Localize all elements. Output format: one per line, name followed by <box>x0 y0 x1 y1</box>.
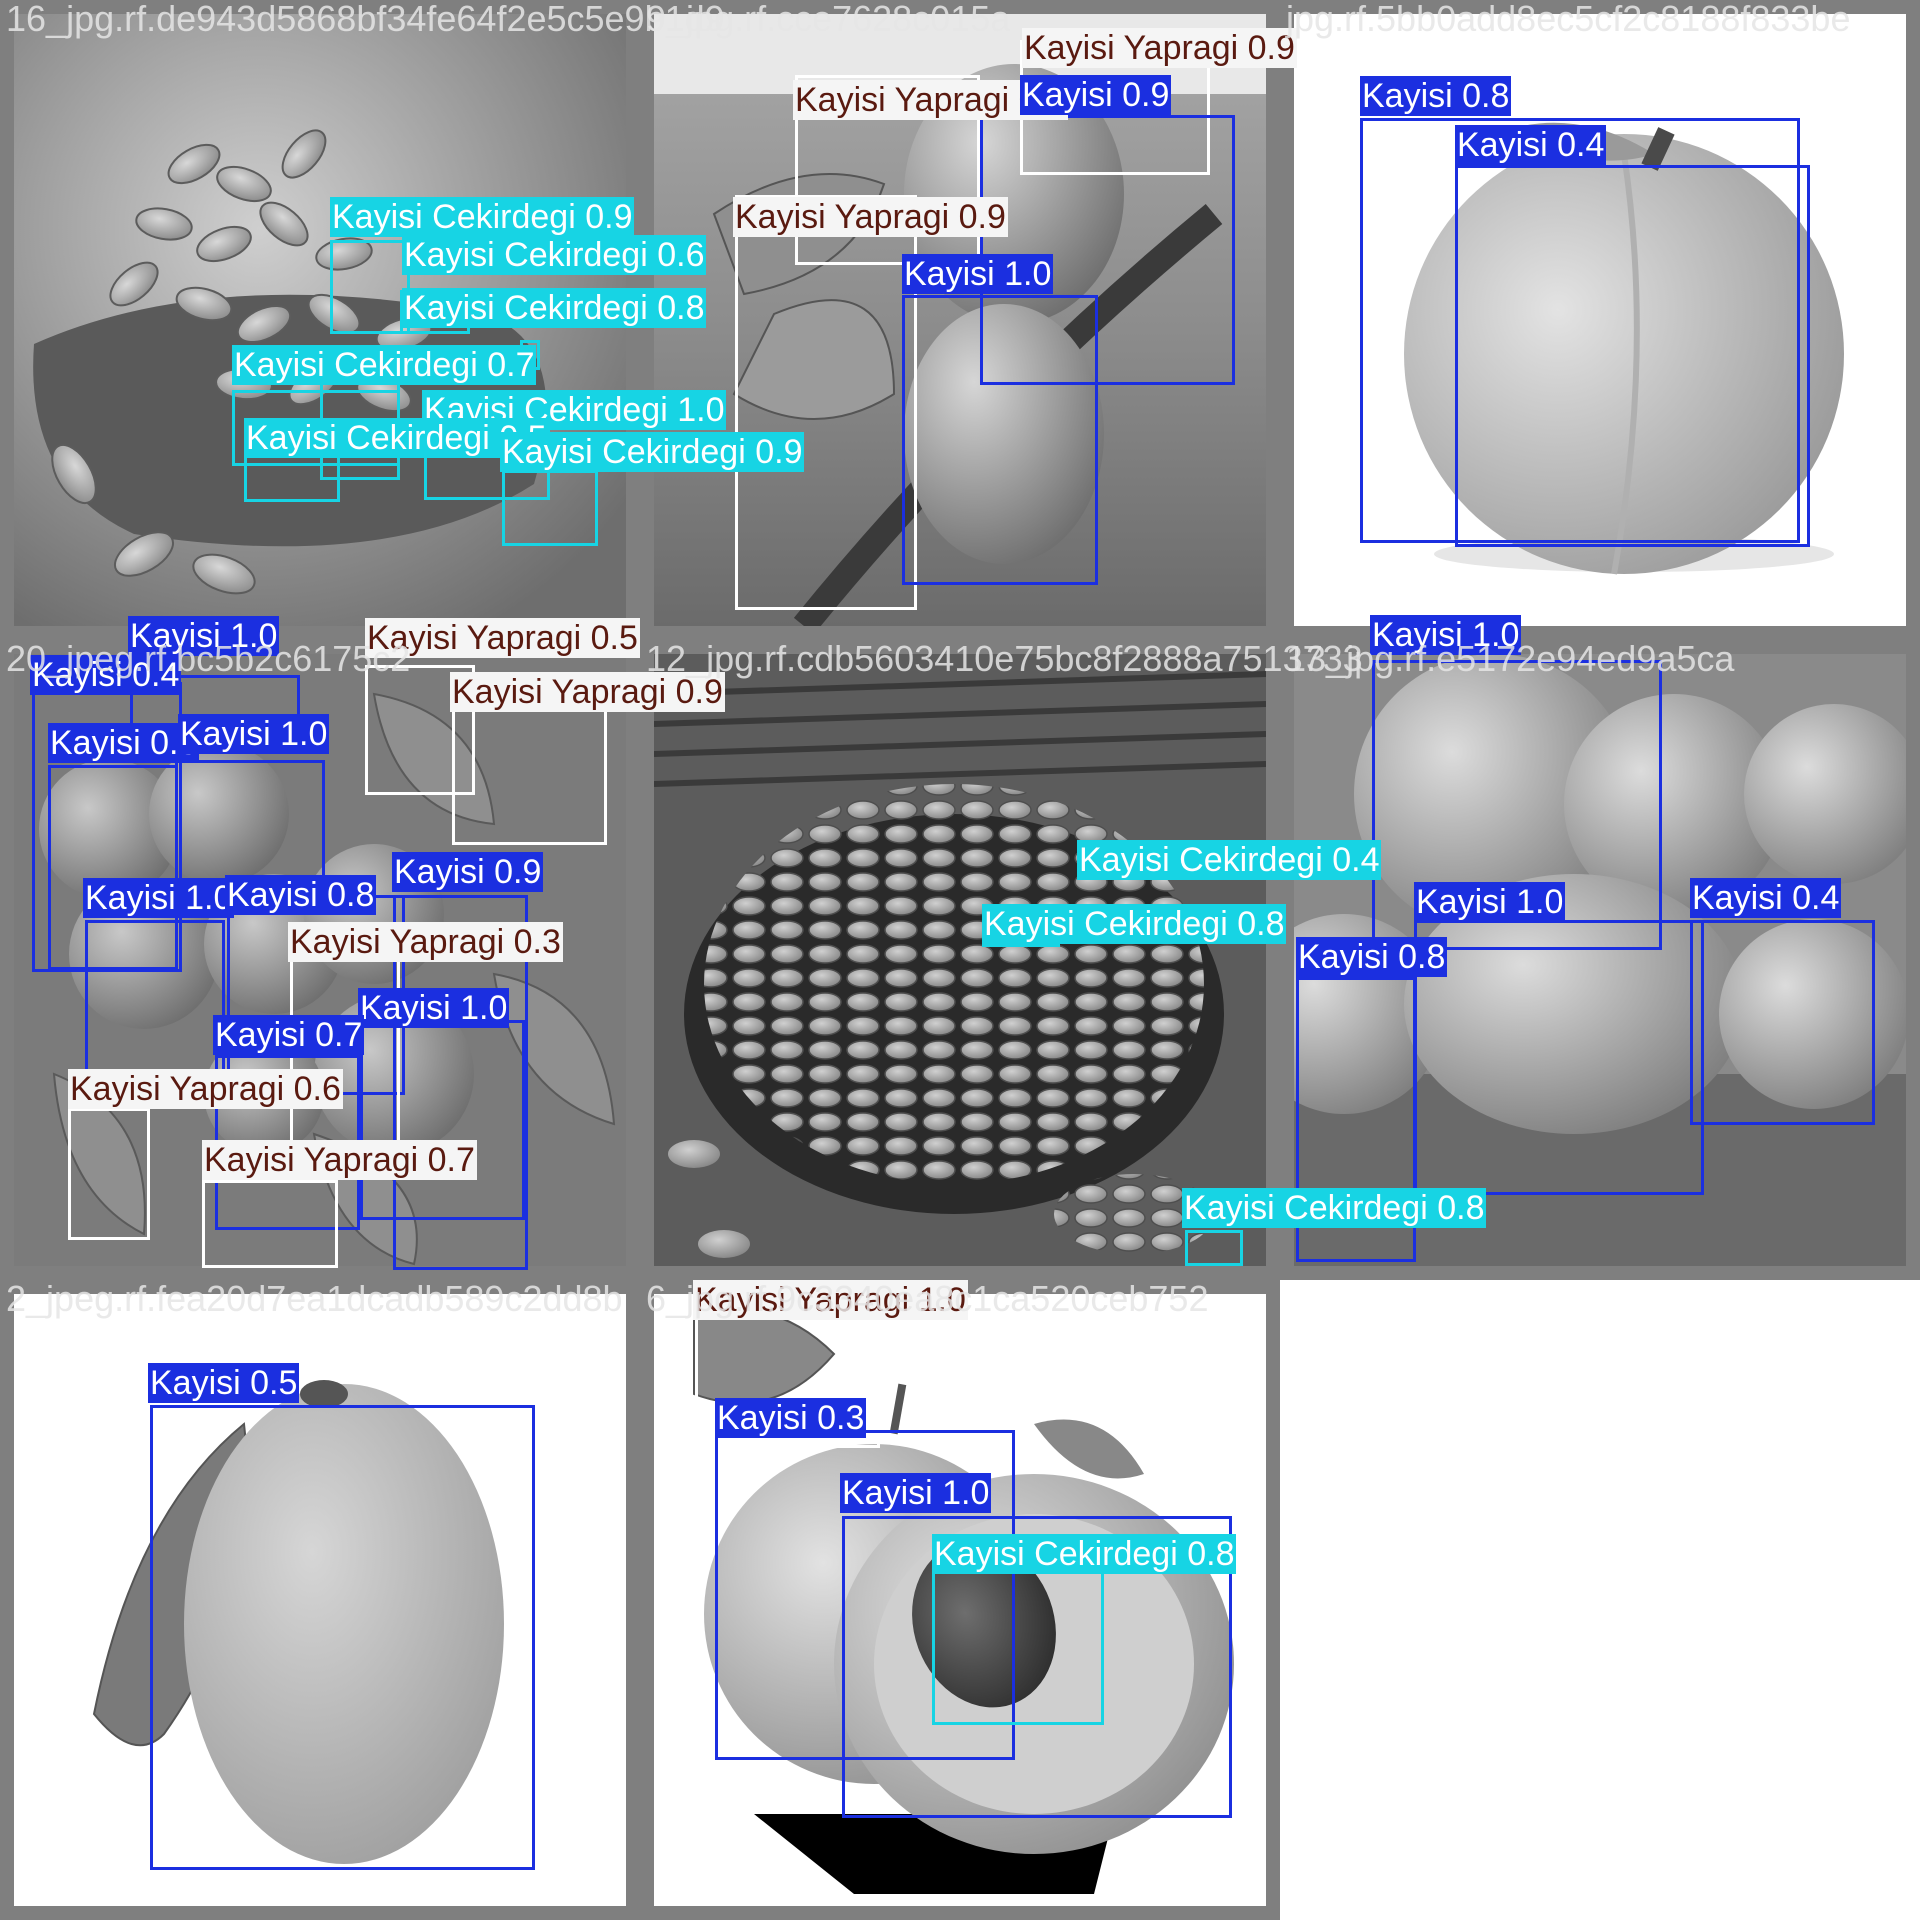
detection-box <box>932 1560 1104 1725</box>
detection-label: Kayisi 0.7 <box>213 1015 365 1055</box>
detection-box <box>68 1108 150 1240</box>
detection-label: Kayisi Cekirdegi 0.8 <box>1182 1188 1487 1228</box>
detection-label: Kayisi 0.8 <box>1360 76 1512 116</box>
detection-label: Kayisi 0.5 <box>148 1363 300 1403</box>
detection-label: Kayisi 1.0 <box>1370 615 1522 655</box>
detection-box <box>330 240 410 334</box>
detection-label: Kayisi 0.8 <box>1296 937 1448 977</box>
detection-box <box>1360 118 1800 543</box>
tile-apricot-cluster: 20_jpeg.rf.bc5b2c6175c2 Kayisi 1.0 Kayis… <box>0 616 725 1280</box>
detection-box <box>735 195 917 610</box>
tile-filename: jpg.rf.5bb0add8ec5cf2c8188f833be <box>1286 0 1851 39</box>
detection-label: Kayisi 1.0 <box>840 1473 992 1513</box>
detection-label: Kayisi 1.0 <box>358 988 510 1028</box>
tile-photo <box>14 1294 626 1906</box>
tile-photo <box>1294 654 1906 1266</box>
detection-label: Kayisi Cekirdegi 0.9 <box>500 432 805 472</box>
detection-box <box>502 470 598 546</box>
detection-box <box>202 1180 338 1268</box>
empty-cell <box>1280 1280 1920 1920</box>
detection-label: Kayisi Yapragi 0.9 <box>450 672 725 712</box>
tile-filename: 13_jpg.rf.e5172e94ed9a5ca <box>1286 638 1735 679</box>
detection-box <box>360 1020 525 1220</box>
detection-box <box>795 75 980 265</box>
detection-label: Kayisi Cekirdegi 0.7 <box>232 345 537 385</box>
detection-label: Kayisi Cekirdegi 0.9 <box>330 197 635 237</box>
detection-label: Kayisi Yapragi 0.3 <box>288 922 563 962</box>
detection-box <box>1414 920 1704 1195</box>
detection-box <box>902 295 1098 585</box>
tile-apricot-leaf: 2_jpeg.rf.fea20d7ea1dcadb589c2dd8b Kayis… <box>0 1278 640 1920</box>
detection-label: Kayisi Yapragi 0.9 <box>733 197 1008 237</box>
detection-label: Kayisi Cekirdegi 0.8 <box>402 288 707 328</box>
tile-apricot-tray: 13_jpg.rf.e5172e94ed9a5ca Kayisi 1.0 Kay… <box>1280 615 1920 1280</box>
detection-label: Kayisi 0.3 <box>715 1398 867 1438</box>
detection-label: Kayisi 0.4 <box>1455 125 1607 165</box>
detection-label: Kayisi 1.0 <box>83 878 235 918</box>
tile-filename: 20_jpeg.rf.bc5b2c6175c2 <box>6 638 411 679</box>
detection-box <box>1455 165 1810 547</box>
tile-photo <box>654 654 1266 1266</box>
detection-label: Kayisi Yapragi 0.5 <box>365 618 640 658</box>
detection-label: Kayisi 1.0 <box>1414 882 1566 922</box>
detection-box <box>1185 1230 1243 1266</box>
tile-filename: 12_jpg.rf.cdb5603410e75bc8f2888a7513733 <box>646 638 1363 679</box>
tile-filename: 6_jpg.rf.9c3340ea8c1ca520ceb752 <box>646 1278 1209 1319</box>
detection-label: Kayisi Cekirdegi 0.4 <box>1077 840 1382 880</box>
tile-photo <box>1294 14 1906 626</box>
detection-label: Kayisi Yapragi 1.0 <box>693 1280 968 1320</box>
tile-halved-apricot: 6_jpg.rf.9c3340ea8c1ca520ceb752 Kayisi Y… <box>640 1278 1280 1920</box>
tile-kernel-bowl: 12_jpg.rf.cdb5603410e75bc8f2888a7513733 … <box>640 638 1487 1280</box>
detection-label: Kayisi 0.8 <box>225 875 377 915</box>
detection-box <box>980 115 1235 385</box>
detection-label: Kayisi Cekirdegi 0.8 <box>982 904 1287 944</box>
detection-box <box>150 1405 535 1870</box>
tile-filename: 9_jpg.rf.cce7628c015a <box>646 0 1011 39</box>
tile-branch-apricots: 9_jpg.rf.cce7628c015a Kayisi Yapragi 0.9… <box>640 0 1297 640</box>
detection-label: Kayisi 1.0 <box>128 616 280 656</box>
detection-box <box>842 1516 1232 1818</box>
detection-label: Kayisi Yapragi 0.6 <box>68 1069 343 1109</box>
detection-label: Kayisi Cekirdegi 0.6 <box>402 235 707 275</box>
detection-label: Kayisi 0.4 <box>1690 878 1842 918</box>
detection-box <box>365 665 475 795</box>
detection-box <box>1372 660 1662 950</box>
tile-single-apricot: jpg.rf.5bb0add8ec5cf2c8188f833be Kayisi … <box>1280 0 1920 640</box>
detection-label: Kayisi 0.9 <box>392 852 544 892</box>
detection-box <box>393 895 528 1270</box>
detection-label: Kayisi Yapragi 0.7 <box>202 1140 477 1180</box>
detection-label: Kayisi Yapragi 0.9 <box>1022 28 1297 68</box>
tile-kernels-dish: 16_jpg.rf.de943d5868bf34fe64f2e5c5e9b1d9… <box>0 0 805 640</box>
detection-label: Kayisi Cekirdegi 0.8 <box>932 1534 1237 1574</box>
detection-box <box>1296 977 1416 1262</box>
detection-box <box>1690 920 1875 1125</box>
detection-label: Kayisi 1.0 <box>902 254 1054 294</box>
detection-label: Kayisi 0.4 <box>30 655 182 695</box>
detection-label: Kayisi Cekirdegi 0.5 <box>244 418 549 458</box>
detection-label: Kayisi 0.9 <box>1020 75 1172 115</box>
tile-filename: 2_jpeg.rf.fea20d7ea1dcadb589c2dd8b <box>6 1278 623 1319</box>
detection-label: Kayisi 0.3 <box>48 723 200 763</box>
detection-label: Kayisi 1.0 <box>178 714 330 754</box>
tile-filename: 16_jpg.rf.de943d5868bf34fe64f2e5c5e9b1d9 <box>6 0 725 39</box>
